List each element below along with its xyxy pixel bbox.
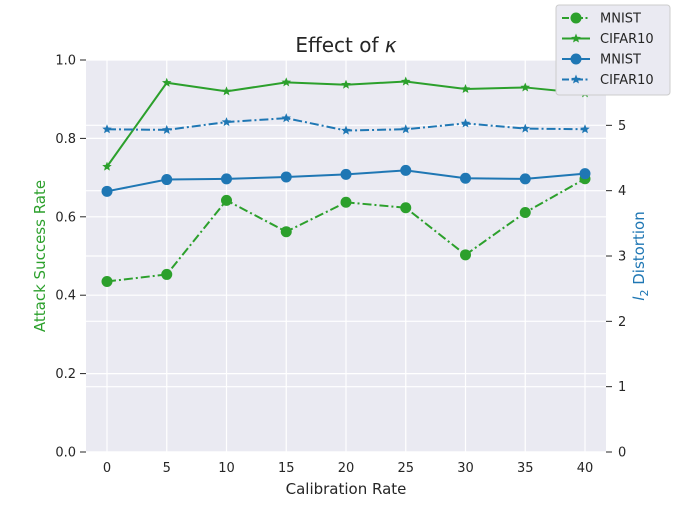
data-point-legend-mnist-right [570, 53, 582, 65]
data-point-mnist-left [101, 275, 113, 287]
data-point-mnist-left [221, 194, 232, 206]
x-axis-label: Calibration Rate [286, 480, 407, 498]
y-axis-label-right: l2 Distortion [630, 211, 651, 300]
data-point-cifar10-right [221, 117, 232, 127]
data-point-cifar10-right [400, 124, 411, 134]
data-point-mnist-right [221, 173, 232, 185]
x-tick-label: 40 [577, 461, 594, 476]
x-tick-label: 20 [338, 461, 355, 476]
y-tick-label-right: 0 [618, 446, 626, 461]
x-tick-label: 30 [457, 461, 474, 476]
y-tick-label-left: 1.0 [55, 54, 76, 69]
data-point-legend-mnist-left [570, 12, 582, 24]
x-tick-label: 5 [163, 461, 171, 476]
legend-label-mnist-left: MNIST [600, 12, 641, 27]
data-point-cifar10-right [281, 113, 292, 123]
data-point-legend-cifar10-right [571, 74, 581, 84]
data-point-mnist-right [161, 174, 173, 186]
x-tick-label: 0 [103, 461, 111, 476]
y-tick-label-left: 0.8 [55, 132, 76, 147]
x-tick-label: 15 [278, 461, 295, 476]
axes: 0 5 10 15 20 25 30 35 40 0.0 0.2 0.4 0.6 0.8 1.0 0 1 2 3 4 5 [55, 54, 626, 477]
x-tick-label: 35 [517, 461, 534, 476]
data-point-cifar10-left [102, 161, 112, 171]
x-tick-label: 10 [218, 461, 235, 476]
data-point-cifar10-right [520, 123, 531, 133]
data-point-legend-cifar10-left [571, 33, 581, 43]
y-tick-label-left: 0.6 [55, 210, 76, 225]
y-tick-label-left: 0.0 [55, 446, 76, 461]
y-axis-label-left: Attack Success Rate [31, 180, 49, 332]
data-point-cifar10-left [520, 82, 531, 92]
data-point-mnist-left [519, 206, 531, 218]
y-tick-label-right: 5 [618, 119, 626, 134]
legend-label-mnist-right: MNIST [600, 53, 641, 68]
data-point-mnist-right [400, 164, 412, 176]
data-point-mnist-right [460, 172, 471, 184]
data-point-cifar10-left [341, 79, 351, 89]
data-point-mnist-right [101, 185, 113, 197]
data-point-mnist-right [280, 171, 292, 183]
series-mnist-right [101, 164, 591, 197]
data-point-cifar10-left [221, 86, 232, 96]
data-point-mnist-right [519, 173, 531, 185]
data-point-mnist-left [400, 202, 412, 214]
data-point-cifar10-left [400, 76, 411, 86]
data-point-mnist-left [460, 249, 471, 261]
series-layer [101, 76, 591, 287]
data-point-mnist-left [280, 226, 292, 238]
series-cifar10-right [102, 113, 590, 135]
data-point-cifar10-right [580, 124, 590, 134]
data-point-cifar10-right [161, 124, 172, 134]
data-point-cifar10-left [161, 77, 172, 87]
data-point-mnist-left [161, 268, 173, 280]
data-point-mnist-right [579, 168, 591, 180]
data-point-cifar10-right [102, 124, 112, 134]
data-point-mnist-right [340, 168, 352, 180]
y-tick-label-right: 3 [618, 250, 626, 265]
y-tick-label-right: 4 [618, 184, 626, 199]
legend-box [555, 4, 671, 96]
y-tick-label-right: 1 [618, 380, 626, 395]
data-point-cifar10-right [460, 118, 471, 128]
legend-label-cifar10-left: CIFAR10 [600, 32, 654, 47]
y-tick-label-right: 2 [618, 315, 626, 330]
legend: MNIST CIFAR10 MNIST CIFAR10 [555, 4, 671, 96]
x-tick-label: 25 [397, 461, 414, 476]
data-point-cifar10-left [281, 77, 292, 87]
legend-label-cifar10-right: CIFAR10 [600, 73, 654, 88]
y-tick-label-left: 0.2 [55, 367, 76, 382]
data-point-cifar10-right [341, 125, 351, 135]
data-point-mnist-left [340, 196, 352, 208]
data-point-cifar10-left [460, 84, 471, 94]
chart-title: Effect of κ [295, 33, 397, 57]
y-tick-label-left: 0.4 [55, 289, 76, 304]
